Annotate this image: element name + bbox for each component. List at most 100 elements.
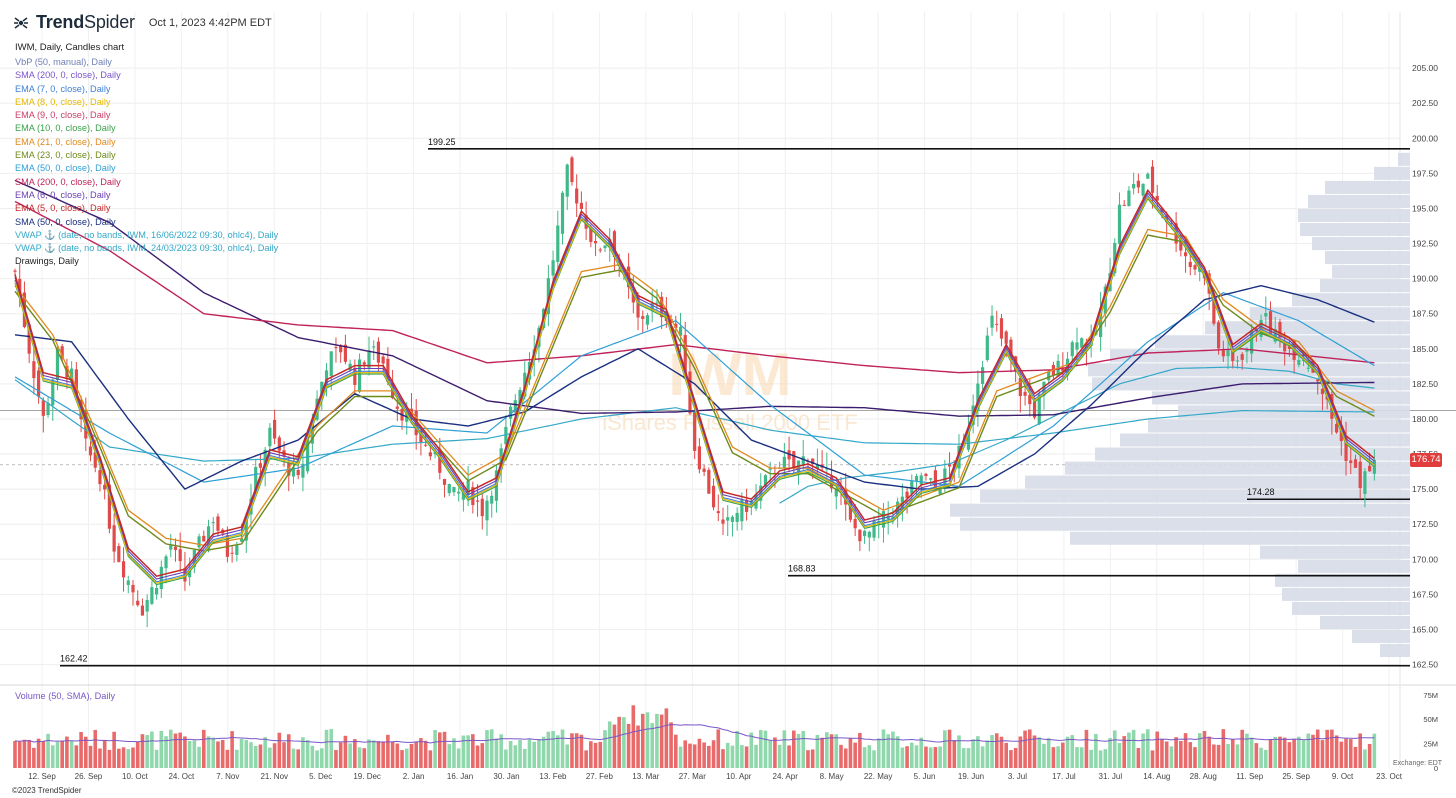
price-tick-label: 180.00: [1412, 414, 1438, 424]
candle-body: [678, 326, 683, 336]
volume-bar: [792, 730, 796, 768]
candle-body: [759, 485, 763, 501]
vbp-bar: [1298, 559, 1410, 573]
candle-body: [848, 500, 853, 520]
legend-item[interactable]: VbP (50, manual), Daily: [15, 57, 112, 67]
time-axis[interactable]: 12. Sep 26. Sep 10. Oct 24. Oct 7. Nov 21. No…: [28, 772, 1403, 781]
volume-bar: [1268, 739, 1273, 768]
candle-body: [1004, 331, 1008, 344]
volume-bar: [976, 736, 980, 768]
vbp-bar: [1312, 237, 1410, 251]
header: TrendSpider Oct 1, 2023 4:42PM EDT: [14, 12, 272, 33]
volume-bar: [999, 736, 1004, 768]
legend-item[interactable]: EMA (8, 0, close), Daily: [15, 96, 111, 107]
volume-bar: [98, 748, 102, 768]
legend-item[interactable]: SMA (50, 0, close), Daily: [15, 216, 116, 227]
candle-body: [32, 361, 36, 379]
candle-body: [150, 587, 154, 604]
volume-bar: [919, 737, 924, 768]
volume-bar: [461, 735, 466, 768]
vbp-bar: [1070, 531, 1410, 545]
volume-bar: [1042, 743, 1046, 768]
volume-bar: [93, 729, 98, 768]
price-tick-label: 192.50: [1412, 239, 1438, 249]
time-tick-label: 8. May: [820, 772, 844, 781]
time-tick-label: 21. Nov: [260, 772, 288, 781]
vbp-bar: [1374, 166, 1410, 180]
candle-body: [556, 225, 560, 262]
volume-bar: [244, 739, 249, 768]
candle-body: [834, 489, 838, 497]
legend-item[interactable]: EMA (23, 0, close), Daily: [15, 150, 116, 161]
legend-item[interactable]: EMA (7, 0, close), Daily: [15, 83, 111, 94]
candle-body: [947, 464, 952, 467]
candle-body: [74, 369, 78, 395]
volume-bar: [721, 749, 725, 768]
volume-bar: [622, 717, 626, 768]
volume-bar: [433, 730, 437, 768]
candle-body: [933, 470, 937, 489]
symbol-line: IWM, Daily, Candles chart: [15, 42, 125, 53]
volume-bar: [353, 739, 357, 768]
volume-bar: [891, 731, 895, 768]
candle-body: [1018, 377, 1022, 397]
volume-bar: [910, 742, 914, 768]
legend-item[interactable]: EMA (5, 0, close), Daily: [15, 203, 111, 214]
volume-bar: [409, 743, 414, 768]
legend-item[interactable]: EMA (9, 0, close), Daily: [15, 110, 111, 121]
volume-bar: [404, 748, 409, 768]
volume-bar: [489, 729, 494, 768]
volume-panel[interactable]: 75M 50M 25M 0: [13, 691, 1438, 773]
volume-bar: [1245, 733, 1249, 768]
volume-bar: [631, 705, 636, 768]
volume-bar: [1070, 735, 1075, 768]
indicator-legend[interactable]: VbP (50, manual), Daily SMA (200, 0, clos…: [15, 56, 278, 269]
candle-body: [603, 245, 607, 249]
vbp-bar: [1292, 293, 1410, 307]
volume-bar: [334, 750, 338, 768]
volume-bar: [253, 745, 258, 768]
candle-body: [296, 469, 300, 476]
volume-bar: [1094, 733, 1098, 768]
legend-item[interactable]: EMA (50, 0, close), Daily: [15, 163, 116, 174]
candle-body: [480, 498, 484, 517]
candle-body: [178, 549, 182, 562]
vbp-bar: [1148, 419, 1410, 433]
time-tick-label: 2. Jan: [403, 772, 425, 781]
support-resistance-levels[interactable]: 199.25 174.28 168.83 162.42: [60, 137, 1410, 667]
legend-item[interactable]: EMA (10, 0, close), Daily: [15, 123, 116, 134]
volume-bar: [1348, 739, 1353, 768]
volume-bar: [187, 740, 192, 768]
legend-item[interactable]: VWAP ⚓ (date, no bands, IWM, 16/06/2022 …: [15, 229, 279, 240]
sma200-line: [14, 200, 1375, 374]
volume-bar: [763, 730, 768, 768]
time-tick-label: 24. Apr: [773, 772, 799, 781]
time-tick-label: 14. Aug: [1143, 772, 1170, 781]
candle-body: [202, 535, 206, 542]
volume-bar: [22, 739, 27, 768]
legend-item[interactable]: EMA (21, 0, close), Daily: [15, 136, 116, 147]
legend-item[interactable]: EMA (6, 0, close), Daily: [15, 189, 111, 200]
price-axis[interactable]: 162.50165.00167.50170.00172.50175.00177.…: [1412, 63, 1438, 669]
volume-bar: [640, 713, 645, 768]
volume-title[interactable]: Volume (50, SMA), Daily: [15, 691, 116, 701]
volume-bar: [1174, 737, 1178, 768]
legend-item[interactable]: SMA (200, 0, close), Daily: [15, 176, 121, 187]
volume-bar: [527, 739, 532, 768]
candle-body: [211, 522, 215, 524]
volume-bar: [1264, 749, 1268, 768]
price-tick-label: 167.50: [1412, 589, 1438, 599]
candle-body: [735, 512, 739, 522]
legend-item[interactable]: Drawings, Daily: [15, 256, 79, 267]
volume-bar: [825, 732, 829, 768]
candle-body: [1061, 368, 1065, 372]
legend-item[interactable]: VWAP ⚓ (date, no bands, IWM, 24/03/2023 …: [15, 243, 279, 254]
volume-bar: [84, 736, 88, 768]
volume-bar: [164, 736, 168, 768]
legend-item[interactable]: SMA (200, 0, close), Daily: [15, 70, 121, 81]
vbp-bar: [1320, 279, 1410, 293]
volume-bar: [933, 747, 938, 768]
candle-body: [442, 479, 447, 485]
candle-body: [263, 449, 267, 471]
